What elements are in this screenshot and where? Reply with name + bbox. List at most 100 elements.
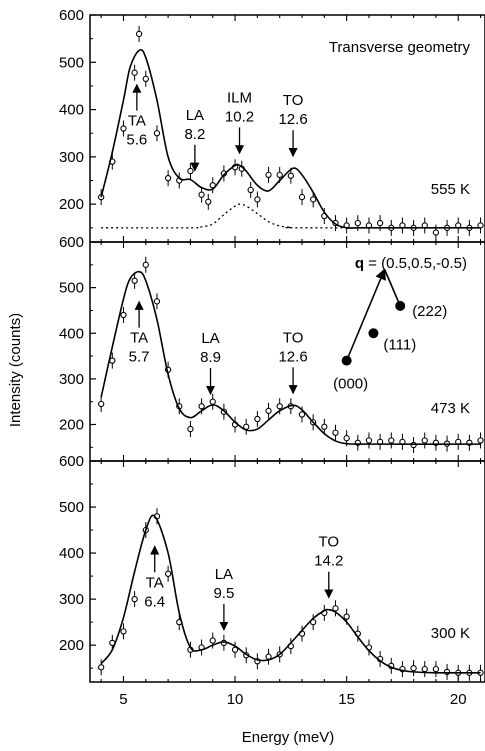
y-tick-label: 300 <box>59 149 84 166</box>
data-point <box>187 167 194 175</box>
x-tick-label: 10 <box>227 691 244 708</box>
q-symbol: q <box>355 255 364 272</box>
data-point <box>198 191 205 198</box>
x-axis-label: Energy (meV) <box>242 729 335 746</box>
data-point <box>265 653 272 660</box>
data-point <box>421 665 428 673</box>
data-point <box>142 75 149 82</box>
data-point <box>131 69 138 76</box>
fit-curve <box>100 48 481 229</box>
data-point <box>432 665 440 673</box>
data-point <box>298 193 306 201</box>
peak-value: 6.4 <box>144 593 165 610</box>
peak-label: TO <box>319 534 340 551</box>
ilm-component-curve <box>101 203 481 229</box>
lattice-point-label: (000) <box>333 376 368 393</box>
q-vector-label: q = (0.5,0.5,-0.5) <box>355 255 467 272</box>
temperature-label: 300 K <box>431 625 470 642</box>
data-point <box>98 400 105 408</box>
data-point <box>142 261 149 268</box>
y-tick-label: 200 <box>59 417 84 434</box>
data-point <box>198 403 205 410</box>
peak-value: 9.5 <box>213 585 234 602</box>
data-point <box>388 437 395 444</box>
data-point <box>421 437 428 444</box>
data-point <box>298 411 306 418</box>
data-point <box>477 437 484 444</box>
data-point <box>265 171 272 178</box>
data-point <box>164 175 172 182</box>
y-tick-label: 500 <box>59 499 84 516</box>
y-tick-label: 600 <box>59 234 84 251</box>
lattice-point <box>368 328 379 339</box>
q-arrow <box>345 268 386 361</box>
data-point <box>247 186 254 194</box>
data-point <box>332 429 339 436</box>
data-point <box>231 646 239 653</box>
data-point <box>343 435 350 442</box>
peak-label: TO <box>283 329 304 346</box>
temperature-label: 473 K <box>431 400 470 417</box>
q-arrow-connector <box>383 269 401 307</box>
peak-value: 5.6 <box>126 132 147 149</box>
panel-title: Transverse geometry <box>329 39 471 56</box>
y-tick-label: 400 <box>59 325 84 342</box>
lattice-point-label: (111) <box>383 336 416 353</box>
x-tick-label: 20 <box>450 691 467 708</box>
peak-label: LA <box>186 107 204 124</box>
data-point <box>332 605 339 612</box>
lattice-point <box>341 355 352 366</box>
peak-value: 10.2 <box>225 108 254 125</box>
data-point <box>120 311 127 319</box>
data-point <box>276 171 283 178</box>
peak-label: TA <box>130 330 148 347</box>
y-tick-label: 300 <box>59 591 84 608</box>
y-tick-label: 300 <box>59 371 84 388</box>
peak-label: TO <box>283 92 304 109</box>
data-point <box>376 219 384 227</box>
temperature-label: 555 K <box>431 181 470 198</box>
y-axis-label: Intensity (counts) <box>7 313 24 427</box>
data-point <box>131 277 138 284</box>
peak-value: 5.7 <box>129 349 150 366</box>
peak-label: LA <box>201 330 219 347</box>
panel-middle: 200 300 400 500 600 TA 5.7 8.9 LA 12.6 TO 473 K q… <box>59 234 485 462</box>
lattice-point-label: (222) <box>412 303 447 320</box>
data-point <box>254 196 261 203</box>
data-point <box>354 219 361 227</box>
data-point <box>209 182 216 189</box>
data-point <box>365 437 373 444</box>
data-point <box>432 229 440 236</box>
peak-label: ILM <box>227 89 252 106</box>
peak-label: LA <box>215 566 233 583</box>
data-point <box>310 618 317 626</box>
data-point <box>276 403 283 410</box>
y-tick-label: 600 <box>59 453 84 470</box>
data-point <box>310 196 317 203</box>
data-point <box>410 441 417 449</box>
peak-value: 12.6 <box>278 111 307 128</box>
data-point <box>343 613 350 620</box>
x-tick-label: 5 <box>119 691 127 708</box>
data-point <box>153 130 161 137</box>
peak-value: 14.2 <box>314 553 343 570</box>
data-point <box>443 668 451 676</box>
peak-label: TA <box>128 113 146 130</box>
peak-value: 12.6 <box>278 348 307 365</box>
data-point <box>321 423 328 430</box>
y-tick-label: 500 <box>59 54 84 71</box>
y-tick-label: 400 <box>59 545 84 562</box>
y-tick-label: 200 <box>59 637 84 654</box>
y-tick-label: 200 <box>59 196 84 213</box>
data-point <box>120 125 127 132</box>
data-point <box>98 664 105 671</box>
peak-label: TA <box>146 574 164 591</box>
data-point <box>265 407 272 414</box>
q-value: = (0.5,0.5,-0.5) <box>364 255 467 272</box>
data-point <box>254 415 261 423</box>
data-point <box>153 298 161 305</box>
y-tick-label: 400 <box>59 102 84 119</box>
